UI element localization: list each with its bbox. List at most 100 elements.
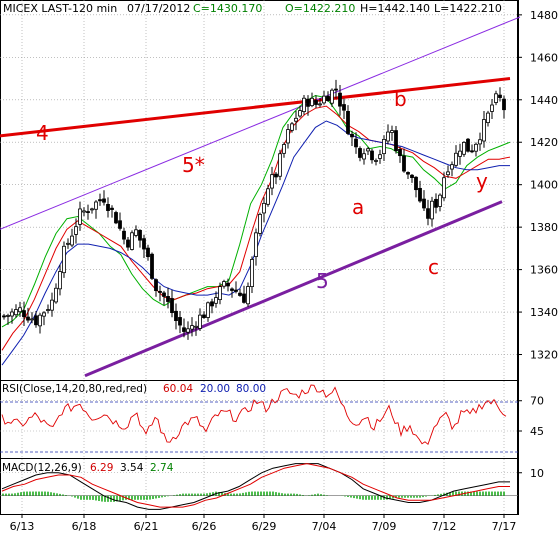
- candle-up: [378, 154, 382, 159]
- candle-down: [226, 282, 230, 287]
- rsi-upper: 80.00: [236, 383, 266, 395]
- candle-down: [358, 148, 362, 158]
- trendline-line-5: [84, 200, 503, 378]
- rsi-lower: 20.00: [200, 383, 230, 395]
- candle-up: [362, 153, 366, 160]
- macd-value-1: 6.29: [90, 462, 113, 474]
- rsi-tick-label: 70: [530, 395, 544, 408]
- candle-up: [450, 164, 454, 170]
- candle-up: [454, 152, 458, 166]
- macd-line: [1, 463, 510, 510]
- candle-up: [62, 245, 66, 274]
- candle-up: [42, 312, 46, 317]
- header-close: C=1430.170: [193, 2, 262, 15]
- candle-down: [122, 230, 126, 240]
- candle-down: [26, 316, 30, 321]
- candle-down: [118, 220, 122, 229]
- candle-up: [250, 259, 254, 287]
- candle-up: [430, 200, 434, 220]
- time-tick-label: 7/09: [372, 520, 397, 533]
- wave-label-c: c: [428, 255, 439, 279]
- candle-up: [442, 177, 446, 199]
- candle-up: [366, 148, 370, 152]
- candle-up: [310, 97, 314, 107]
- wave-label-5: 5: [316, 269, 329, 293]
- price-tick-label: 1380: [530, 221, 558, 234]
- price-tick-label: 1480: [530, 9, 558, 22]
- candle-down: [102, 198, 106, 203]
- candle-up: [282, 144, 286, 154]
- candle-down: [126, 239, 130, 248]
- candle-down: [238, 292, 242, 296]
- candle-up: [322, 95, 326, 104]
- candle-down: [166, 296, 170, 302]
- candle-up: [90, 208, 94, 211]
- candle-up: [134, 229, 138, 236]
- candle-down: [426, 208, 430, 219]
- candle-down: [314, 100, 318, 105]
- candlesticks: [2, 79, 506, 340]
- candle-down: [338, 92, 342, 107]
- trendlines: [0, 16, 521, 378]
- candle-down: [234, 289, 238, 292]
- rsi-label: RSI(Close,14,20,80,red,red): [2, 383, 147, 395]
- time-tick-label: 7/04: [312, 520, 337, 533]
- candle-down: [354, 138, 358, 148]
- candle-up: [478, 139, 482, 145]
- candle-up: [254, 232, 258, 257]
- candle-down: [402, 155, 406, 172]
- candle-down: [98, 199, 102, 202]
- candle-down: [182, 327, 186, 332]
- candle-down: [2, 315, 6, 318]
- wave-label-y: y: [476, 169, 488, 193]
- candle-up: [374, 160, 378, 162]
- time-tick-label: 7/17: [492, 520, 517, 533]
- candle-down: [142, 238, 146, 250]
- price-tick-label: 1460: [530, 51, 558, 64]
- header-open: O=1422.210: [285, 2, 355, 15]
- candle-up: [446, 171, 450, 176]
- trendline-line-4: [0, 77, 511, 138]
- macd-signal-line: [1, 463, 510, 508]
- candle-down: [230, 288, 234, 291]
- header-symbol: MICEX LAST-120 min: [3, 2, 117, 15]
- candle-up: [482, 119, 486, 142]
- macd-value-3: 2.74: [150, 462, 174, 474]
- candle-down: [346, 111, 350, 134]
- header-low: L=1422.210: [434, 2, 502, 15]
- price-tick-label: 1320: [530, 349, 558, 362]
- candle-up: [18, 307, 22, 313]
- wave-label-5star: 5*: [182, 153, 205, 177]
- candle-up: [206, 302, 210, 318]
- candle-down: [334, 88, 338, 91]
- candle-up: [286, 129, 290, 144]
- candle-down: [434, 198, 438, 208]
- candle-down: [306, 98, 310, 107]
- candle-down: [274, 173, 278, 178]
- candle-up: [78, 208, 82, 225]
- candle-up: [278, 153, 282, 177]
- candle-up: [302, 97, 306, 112]
- candle-down: [398, 149, 402, 157]
- price-tick-label: 1340: [530, 306, 558, 319]
- time-tick-label: 7/12: [432, 520, 457, 533]
- rsi-tick-label: 45: [530, 425, 544, 438]
- candle-down: [34, 315, 38, 326]
- candle-down: [174, 310, 178, 321]
- candle-up: [38, 314, 42, 327]
- candle-up: [14, 309, 18, 316]
- candle-down: [202, 314, 206, 318]
- macd-series: 10: [0, 463, 544, 510]
- candle-up: [46, 309, 50, 311]
- candle-down: [162, 292, 166, 297]
- candle-up: [494, 93, 498, 103]
- time-tick-label: 6/26: [192, 520, 217, 533]
- candle-up: [54, 287, 58, 303]
- candle-up: [294, 117, 298, 122]
- candle-up: [70, 235, 74, 246]
- macd-value-2: 3.54: [120, 462, 144, 474]
- candle-up: [30, 318, 34, 321]
- candle-down: [150, 253, 154, 279]
- header-date: 07/17/2012: [127, 2, 190, 15]
- candle-down: [106, 204, 110, 211]
